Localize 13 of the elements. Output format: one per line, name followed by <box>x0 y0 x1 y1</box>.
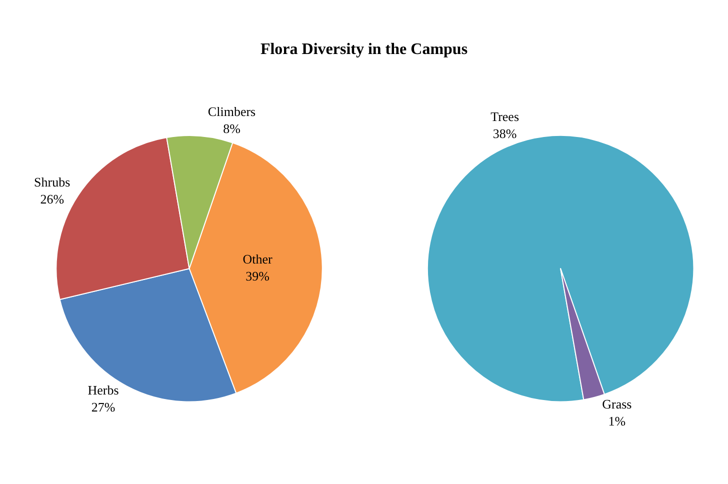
data-label: 39% <box>246 268 270 284</box>
data-label: 38% <box>492 126 517 141</box>
slice-label: Other <box>242 252 273 267</box>
data-label: 26% <box>40 191 64 206</box>
slice-label: Grass <box>602 396 632 412</box>
slice-label: Shrubs <box>34 174 70 190</box>
slice-label: Trees <box>490 108 519 124</box>
slice-label: Climbers <box>208 104 256 120</box>
data-label: 8% <box>223 121 241 136</box>
slice-label: Herbs <box>88 382 119 398</box>
data-label: 1% <box>608 413 626 428</box>
data-label: 27% <box>91 400 116 415</box>
text: Flora Diversity in the Campus <box>260 41 468 58</box>
